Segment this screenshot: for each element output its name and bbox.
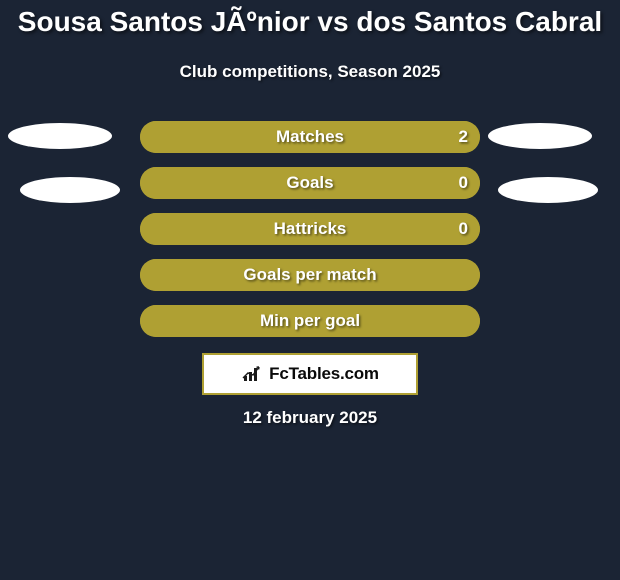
jersey-blob-right-2 (498, 177, 598, 203)
stat-bar: Matches2 (140, 121, 480, 153)
stat-bar: Goals0 (140, 167, 480, 199)
stat-bar-fill (140, 167, 480, 199)
stat-bar-fill (140, 121, 480, 153)
comparison-infographic: Sousa Santos JÃºnior vs dos Santos Cabra… (0, 0, 620, 580)
page-title: Sousa Santos JÃºnior vs dos Santos Cabra… (0, 6, 620, 38)
jersey-blob-right-1 (488, 123, 592, 149)
source-badge-text: FcTables.com (269, 364, 379, 384)
stat-bar-fill (140, 213, 480, 245)
subtitle: Club competitions, Season 2025 (0, 62, 620, 82)
stat-bar-fill (140, 259, 480, 291)
stat-bar: Goals per match (140, 259, 480, 291)
stat-bar: Min per goal (140, 305, 480, 337)
jersey-blob-left-1 (8, 123, 112, 149)
jersey-blob-left-2 (20, 177, 120, 203)
bar-chart-icon (241, 365, 263, 383)
stat-bar-fill (140, 305, 480, 337)
source-badge: FcTables.com (202, 353, 418, 395)
date-text: 12 february 2025 (0, 408, 620, 428)
stat-bar: Hattricks0 (140, 213, 480, 245)
